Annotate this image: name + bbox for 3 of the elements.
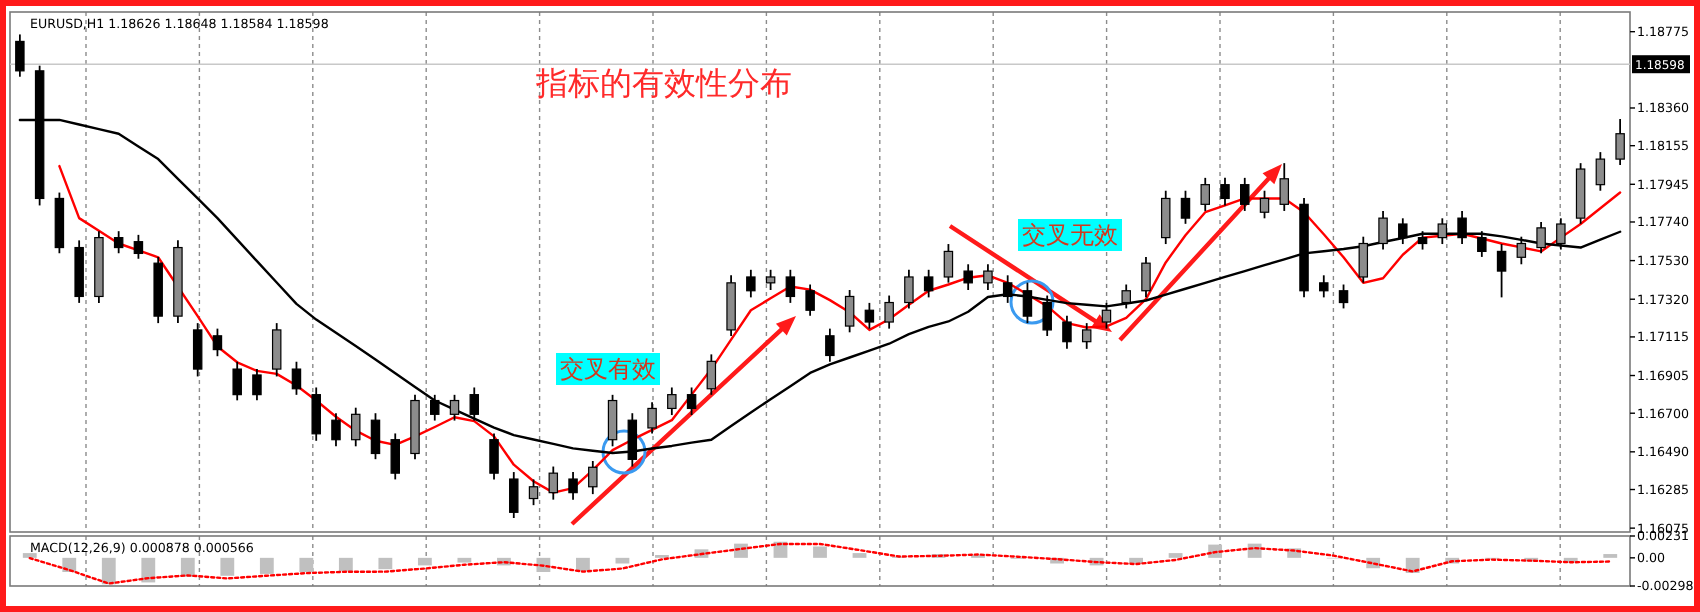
annotation: 交叉无效 (1022, 221, 1118, 249)
text: 指标的有效性分布 (534, 64, 792, 102)
annotation: 交叉有效 (560, 355, 656, 383)
